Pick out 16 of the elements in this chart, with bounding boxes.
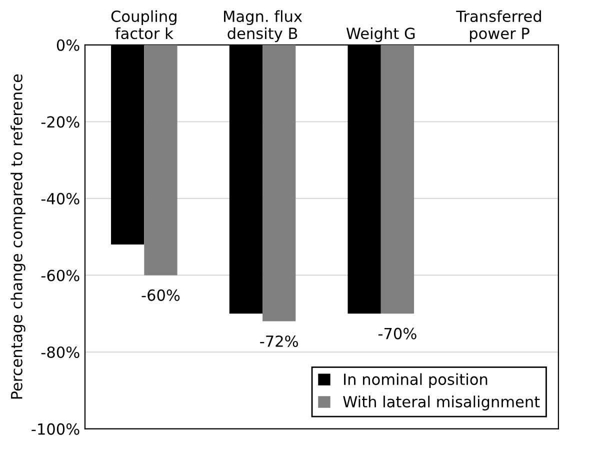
x-tick-label: Weight G bbox=[346, 27, 415, 42]
data-label: -72% bbox=[260, 335, 298, 348]
y-tick-label: -60% bbox=[41, 270, 80, 282]
x-tick-label: Magn. flux density B bbox=[224, 10, 302, 42]
x-tick-label: Coupling factor k bbox=[111, 10, 176, 40]
y-axis-title: Percentage change compared to reference bbox=[10, 74, 26, 399]
x-tick-label: Transferred power P bbox=[456, 10, 541, 42]
y-tick-label: -100% bbox=[32, 423, 80, 435]
data-label: -70% bbox=[378, 328, 416, 340]
legend-label: In nominal position bbox=[344, 373, 488, 388]
y-tick-label: -80% bbox=[41, 346, 80, 358]
y-tick-label: -20% bbox=[41, 116, 80, 128]
data-label: -60% bbox=[142, 289, 180, 301]
legend-label: With lateral misalignment bbox=[343, 396, 540, 410]
y-tick-label: -40% bbox=[41, 192, 80, 204]
y-tick-label: 0% bbox=[56, 39, 80, 51]
